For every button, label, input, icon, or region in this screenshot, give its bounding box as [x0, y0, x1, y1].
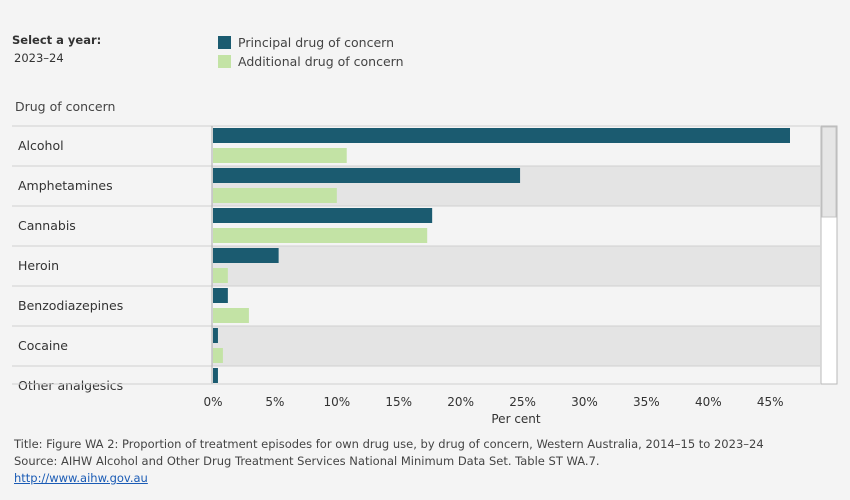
x-tick-label: 20% [447, 395, 474, 409]
bar-additional-cocaine [213, 348, 223, 363]
x-tick-label: 15% [385, 395, 412, 409]
bar-additional-benzodiazepines [213, 308, 249, 323]
row-band-heroin [212, 246, 820, 286]
row-label-cocaine: Cocaine [18, 338, 68, 353]
x-tick-label: 10% [323, 395, 350, 409]
scrollbar-thumb[interactable] [821, 126, 837, 218]
row-label-amphetamines: Amphetamines [18, 178, 113, 193]
legend-swatch-additional [218, 55, 231, 68]
row-band-cocaine [212, 326, 820, 366]
row-band-other-analgesics [212, 366, 820, 384]
legend-item-additional[interactable]: Additional drug of concern [218, 52, 404, 71]
bar-principal-other-analgesics [213, 368, 218, 383]
bar-additional-heroin [213, 268, 228, 283]
row-label-heroin: Heroin [18, 258, 59, 273]
legend-label-additional: Additional drug of concern [238, 54, 404, 69]
x-tick-label: 0% [203, 395, 222, 409]
aihw-link[interactable]: http://www.aihw.gov.au [14, 471, 148, 485]
bar-principal-alcohol [213, 128, 790, 143]
bar-additional-amphetamines [213, 188, 337, 203]
bar-principal-cannabis [213, 208, 433, 223]
legend: Principal drug of concern Additional dru… [218, 33, 404, 71]
bar-additional-cannabis [213, 228, 428, 243]
chart-footer: Title: Figure WA 2: Proportion of treatm… [14, 436, 764, 487]
legend-swatch-principal [218, 36, 231, 49]
x-tick-label: 25% [509, 395, 536, 409]
year-filter-label: Select a year: [12, 33, 102, 47]
row-header: Drug of concern [15, 99, 116, 114]
x-tick-label: 45% [757, 395, 784, 409]
year-filter-value[interactable]: 2023–24 [14, 51, 64, 65]
bar-principal-benzodiazepines [213, 288, 228, 303]
x-tick-label: 40% [695, 395, 722, 409]
x-tick-label: 35% [633, 395, 660, 409]
row-label-benzodiazepines: Benzodiazepines [18, 298, 123, 313]
chart-title-text: Title: Figure WA 2: Proportion of treatm… [14, 437, 764, 451]
x-tick-label: 30% [571, 395, 598, 409]
row-label-alcohol: Alcohol [18, 138, 64, 153]
row-band-benzodiazepines [212, 286, 820, 326]
legend-label-principal: Principal drug of concern [238, 35, 395, 50]
chart-source-text: Source: AIHW Alcohol and Other Drug Trea… [14, 454, 600, 468]
year-filter: Select a year: 2023–24 [12, 33, 101, 65]
bar-principal-heroin [213, 248, 279, 263]
bar-principal-cocaine [213, 328, 218, 343]
x-axis-title: Per cent [491, 412, 541, 426]
x-tick-label: 5% [265, 395, 284, 409]
bar-principal-amphetamines [213, 168, 521, 183]
bar-additional-alcohol [213, 148, 347, 163]
legend-item-principal[interactable]: Principal drug of concern [218, 33, 404, 52]
row-label-other-analgesics: Other analgesics [18, 378, 123, 393]
row-label-cannabis: Cannabis [18, 218, 76, 233]
